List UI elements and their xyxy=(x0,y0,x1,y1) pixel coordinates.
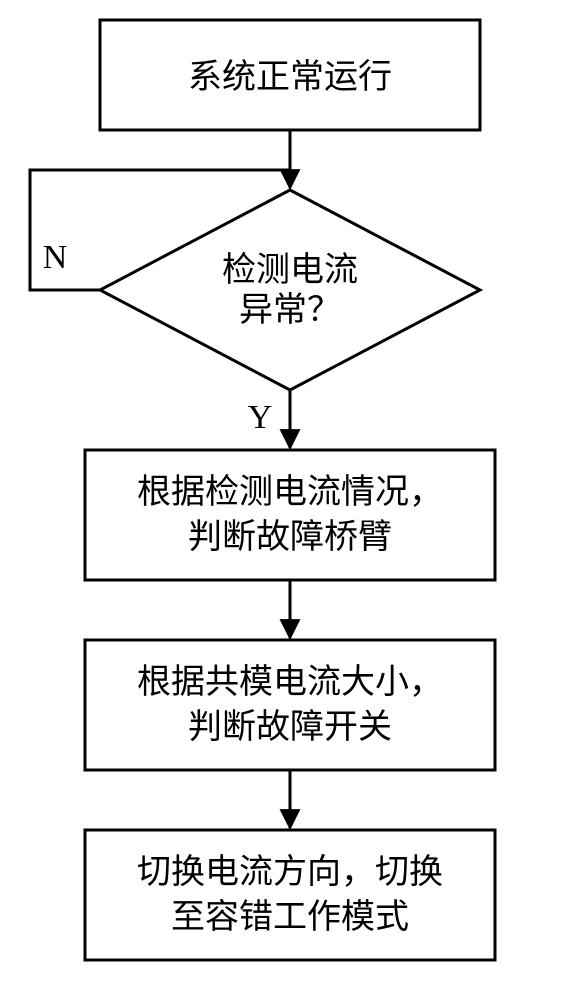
node-step2-label-2: 判断故障开关 xyxy=(188,708,392,746)
node-step1-label-1: 根据检测电流情况， xyxy=(137,473,443,511)
node-step2: 根据共模电流大小， 判断故障开关 xyxy=(85,640,495,770)
node-decision-label-2: 异常？ xyxy=(239,292,341,329)
node-step3-label-1: 切换电流方向，切换 xyxy=(137,853,443,891)
node-step3-label-2: 至容错工作模式 xyxy=(171,898,409,936)
node-step1: 根据检测电流情况， 判断故障桥臂 xyxy=(85,450,495,580)
node-decision-label-1: 检测电流 xyxy=(222,251,358,289)
edge-decision-yes-label: Y xyxy=(248,399,273,436)
node-start-label: 系统正常运行 xyxy=(188,58,392,96)
node-step3: 切换电流方向，切换 至容错工作模式 xyxy=(85,830,495,960)
node-step1-label-2: 判断故障桥臂 xyxy=(188,518,392,556)
flowchart: 系统正常运行 N 检测电流 异常？ Y 根据检测电流情况， 判断故障桥臂 根据共… xyxy=(0,0,579,1000)
node-start: 系统正常运行 xyxy=(100,20,480,130)
edge-decision-no-label: N xyxy=(43,239,68,276)
node-decision: 检测电流 异常？ xyxy=(100,190,480,390)
node-step2-label-1: 根据共模电流大小， xyxy=(137,663,443,701)
